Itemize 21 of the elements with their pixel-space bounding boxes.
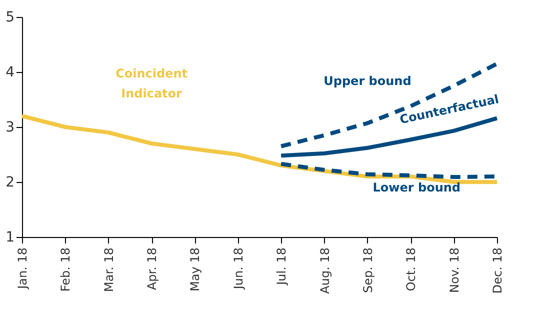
series-label: Lower bound bbox=[372, 180, 461, 194]
series-label: Upper bound bbox=[324, 74, 412, 88]
y-tick-label: 4 bbox=[6, 64, 15, 80]
x-tick-label: Dec. 18 bbox=[490, 248, 504, 294]
x-tick-label: Aug. 18 bbox=[318, 248, 332, 294]
x-tick-label: Apr. 18 bbox=[145, 248, 160, 290]
x-tick-label: Jun. 18 bbox=[231, 248, 246, 290]
y-tick-label: 3 bbox=[6, 120, 14, 136]
y-tick-label: 5 bbox=[6, 10, 14, 26]
x-tick-label: Mar. 18 bbox=[102, 248, 116, 292]
y-tick-label: 1 bbox=[6, 230, 14, 246]
y-tick-label: 2 bbox=[6, 174, 14, 190]
x-tick-label: Jul. 18 bbox=[274, 248, 289, 286]
line-series bbox=[279, 62, 499, 148]
x-tick-label: Oct. 18 bbox=[404, 248, 418, 292]
x-tick-label: Jan. 18 bbox=[16, 248, 30, 290]
x-tick-label: Feb. 18 bbox=[58, 248, 73, 292]
x-tick-label: Sep. 18 bbox=[360, 248, 375, 294]
x-tick-label: Nov. 18 bbox=[447, 248, 462, 293]
text: Coincident Indicator bbox=[116, 66, 188, 100]
x-tick-label: May 18 bbox=[188, 248, 202, 292]
